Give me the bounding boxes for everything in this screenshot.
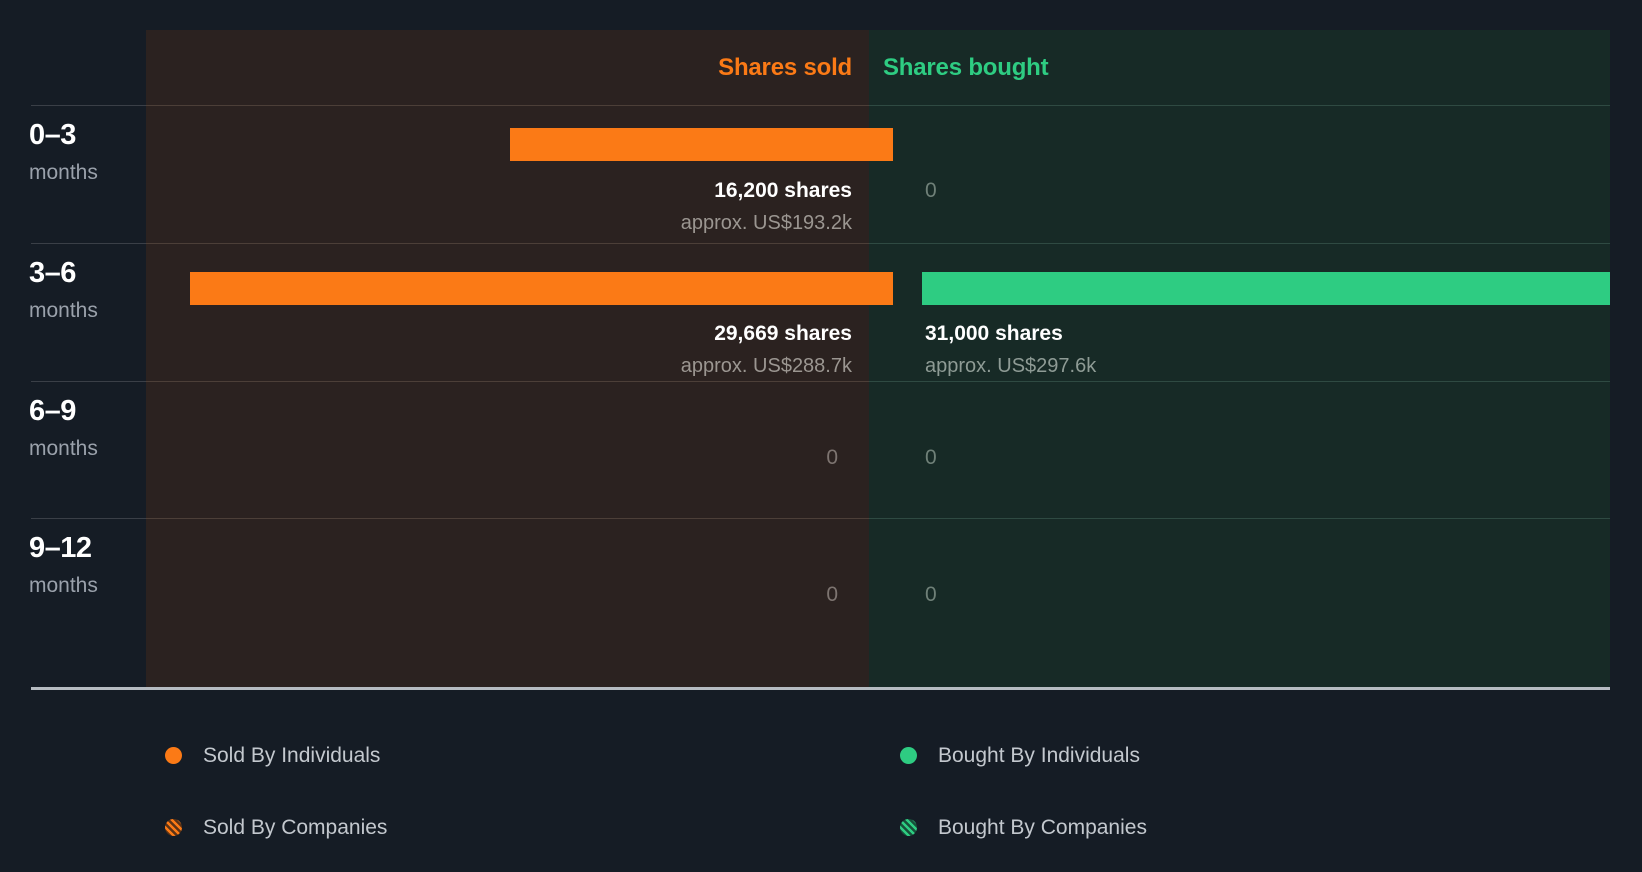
row-label-0-3-months: 0–3 months [29,119,141,184]
shares-bought-header-label: Shares bought [883,53,1049,81]
sold-shares-value: 16,200 shares [714,179,852,202]
legend-label: Bought By Companies [938,816,1147,839]
legend-label: Sold By Individuals [203,744,381,767]
value-sold-9-12-months: 0 [538,584,838,605]
row-separator [31,518,1610,519]
legend-item-sold-by-individuals[interactable]: Sold By Individuals [165,745,380,766]
value-bought-9-12-months: 0 [925,584,937,605]
legend-label: Bought By Individuals [938,744,1140,767]
legend-solid-circle-orange-icon [165,747,182,764]
row-separator-bought-segment [869,518,1610,519]
row-separator-sold-segment [146,381,869,382]
legend-hatched-circle-orange-icon [165,819,182,836]
bar-sold-3-6-months[interactable] [190,272,893,305]
row-label-3-6-months: 3–6 months [29,257,141,322]
sold-approx-value: approx. US$193.2k [680,212,852,234]
row-separator-bought-segment [869,105,1610,106]
legend-label: Sold By Companies [203,816,388,839]
shares-bought-header: Shares bought [869,30,1610,105]
row-range: 6–9 [29,395,76,427]
value-bought-3-6-months: 31,000 shares approx. US$297.6k [925,323,1096,376]
axis-baseline [31,687,1610,690]
bar-sold-0-3-months[interactable] [510,128,893,161]
row-unit: months [29,299,98,322]
row-separator [31,105,1610,106]
row-separator-sold-segment [146,518,869,519]
row-separator-sold-segment [146,243,869,244]
bought-zero-value: 0 [925,583,937,606]
row-separator-bought-segment [869,381,1610,382]
row-separator-sold-segment [146,105,869,106]
row-separator [31,243,1610,244]
sold-shares-value: 29,669 shares [714,322,852,345]
bought-approx-value: approx. US$297.6k [925,355,1097,377]
row-unit: months [29,574,98,597]
row-range: 0–3 [29,119,76,151]
value-sold-3-6-months: 29,669 shares approx. US$288.7k [392,323,852,376]
row-unit: months [29,437,98,460]
value-bought-6-9-months: 0 [925,447,937,468]
bought-zero-value: 0 [925,446,937,469]
row-unit: months [29,161,98,184]
value-sold-0-3-months: 16,200 shares approx. US$193.2k [392,180,852,233]
legend-hatched-circle-green-icon [900,819,917,836]
row-separator [31,381,1610,382]
value-bought-0-3-months: 0 [925,180,937,201]
legend-item-bought-by-individuals[interactable]: Bought By Individuals [900,745,1140,766]
row-label-9-12-months: 9–12 months [29,532,141,597]
sold-approx-value: approx. US$288.7k [680,355,852,377]
shares-sold-header: Shares sold [146,30,869,105]
row-range: 9–12 [29,532,92,564]
sold-zero-value: 0 [826,446,838,469]
bought-zero-value: 0 [925,179,937,202]
legend-item-sold-by-companies[interactable]: Sold By Companies [165,817,387,838]
shares-sold-header-label: Shares sold [718,53,852,81]
bought-shares-value: 31,000 shares [925,322,1063,345]
value-sold-6-9-months: 0 [538,447,838,468]
legend-item-bought-by-companies[interactable]: Bought By Companies [900,817,1147,838]
row-range: 3–6 [29,257,76,289]
sold-zero-value: 0 [826,583,838,606]
shares-bought-column-panel [869,30,1610,687]
legend-solid-circle-green-icon [900,747,917,764]
row-separator-bought-segment [869,243,1610,244]
row-label-6-9-months: 6–9 months [29,395,141,460]
bar-bought-3-6-months[interactable] [922,272,1610,305]
